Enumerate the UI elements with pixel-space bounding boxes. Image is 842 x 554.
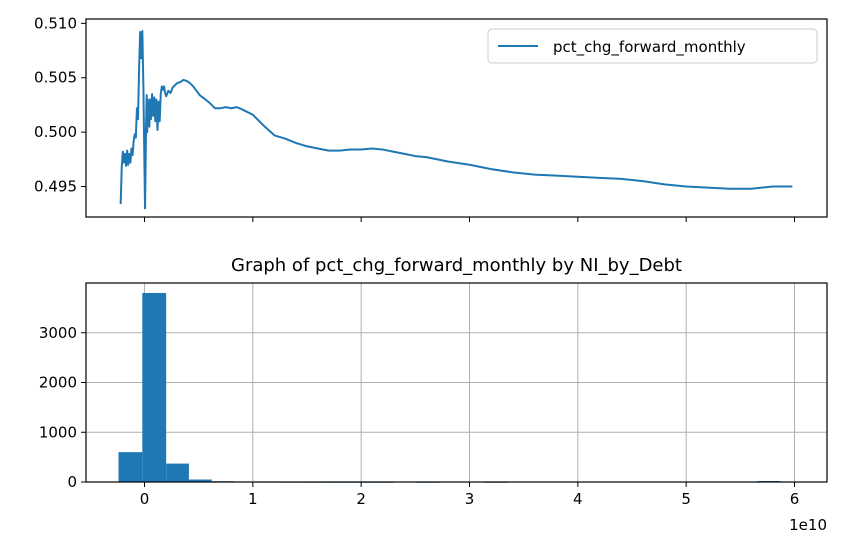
histogram-bar: [188, 479, 212, 482]
y-tick-label: 2000: [39, 374, 77, 392]
line-chart-ticks: 0.495 0.500 0.505 0.510: [34, 14, 795, 222]
x-tick-label: 0: [140, 490, 150, 508]
x-tick-label: 1: [248, 490, 258, 508]
y-tick-label: 3000: [39, 324, 77, 342]
histogram-chart: Graph of pct_chg_forward_monthly by NI_b…: [39, 255, 828, 534]
x-tick-label: 6: [790, 490, 800, 508]
legend: pct_chg_forward_monthly: [487, 28, 818, 64]
line-chart: 0.495 0.500 0.505 0.510 pct_chg_forward_mon…: [34, 14, 828, 222]
line-chart-frame: [85, 18, 828, 218]
y-tick-label: 0.500: [34, 123, 77, 141]
x-tick-label: 5: [681, 490, 691, 508]
series-line-pct_chg_forward_monthly: [119, 29, 793, 210]
line-chart-series-layer: [119, 29, 793, 210]
histogram-bar: [166, 463, 189, 482]
y-tick-label: 0.510: [34, 14, 77, 32]
chart-title: Graph of pct_chg_forward_monthly by NI_b…: [231, 255, 682, 276]
y-tick-label: 0: [67, 473, 77, 491]
y-tick-label: 1000: [39, 423, 77, 441]
legend-box: [487, 28, 818, 64]
x-tick-label: 2: [356, 490, 366, 508]
histogram-grid: [86, 283, 827, 483]
histogram-bar: [142, 292, 167, 482]
x-tick-label: 4: [573, 490, 583, 508]
y-tick-label: 0.495: [34, 178, 77, 196]
x-axis-scale-label: 1e10: [789, 516, 827, 534]
histogram-bars: [118, 292, 781, 483]
histogram-bar: [118, 452, 143, 482]
histogram-ticks: 0 1 2 3 4 5 6 0 1000 2000 3000: [39, 324, 799, 508]
legend-label: pct_chg_forward_monthly: [553, 38, 746, 57]
histogram-frame: [85, 282, 828, 483]
y-tick-label: 0.505: [34, 69, 77, 87]
x-tick-label: 3: [465, 490, 475, 508]
